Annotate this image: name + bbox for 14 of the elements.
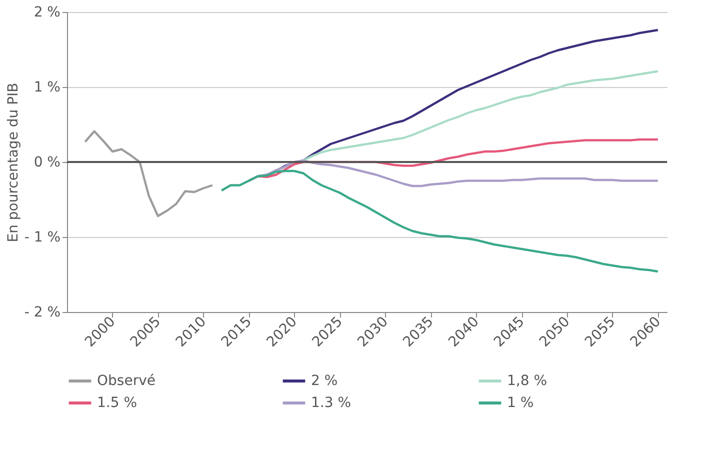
legend-label: 1,8 % [507, 373, 548, 389]
y-tick-label: - 2 % [24, 304, 60, 320]
legend-label: 1.5 % [97, 395, 138, 411]
legend-label: 1 % [507, 395, 534, 411]
y-tick-label: 0 % [34, 154, 60, 170]
y-axis-title: En pourcentage du PIB [5, 82, 22, 242]
legend-label: Observé [97, 373, 156, 389]
line-series [220, 170, 660, 273]
y-tick-label: 1 % [34, 80, 60, 96]
legend-label: 2 % [311, 373, 338, 389]
y-tick-label: - 1 % [24, 230, 60, 246]
line-series [84, 130, 214, 218]
y-tick-label: 2 % [34, 4, 60, 20]
legend-label: 1.3 % [311, 395, 352, 411]
